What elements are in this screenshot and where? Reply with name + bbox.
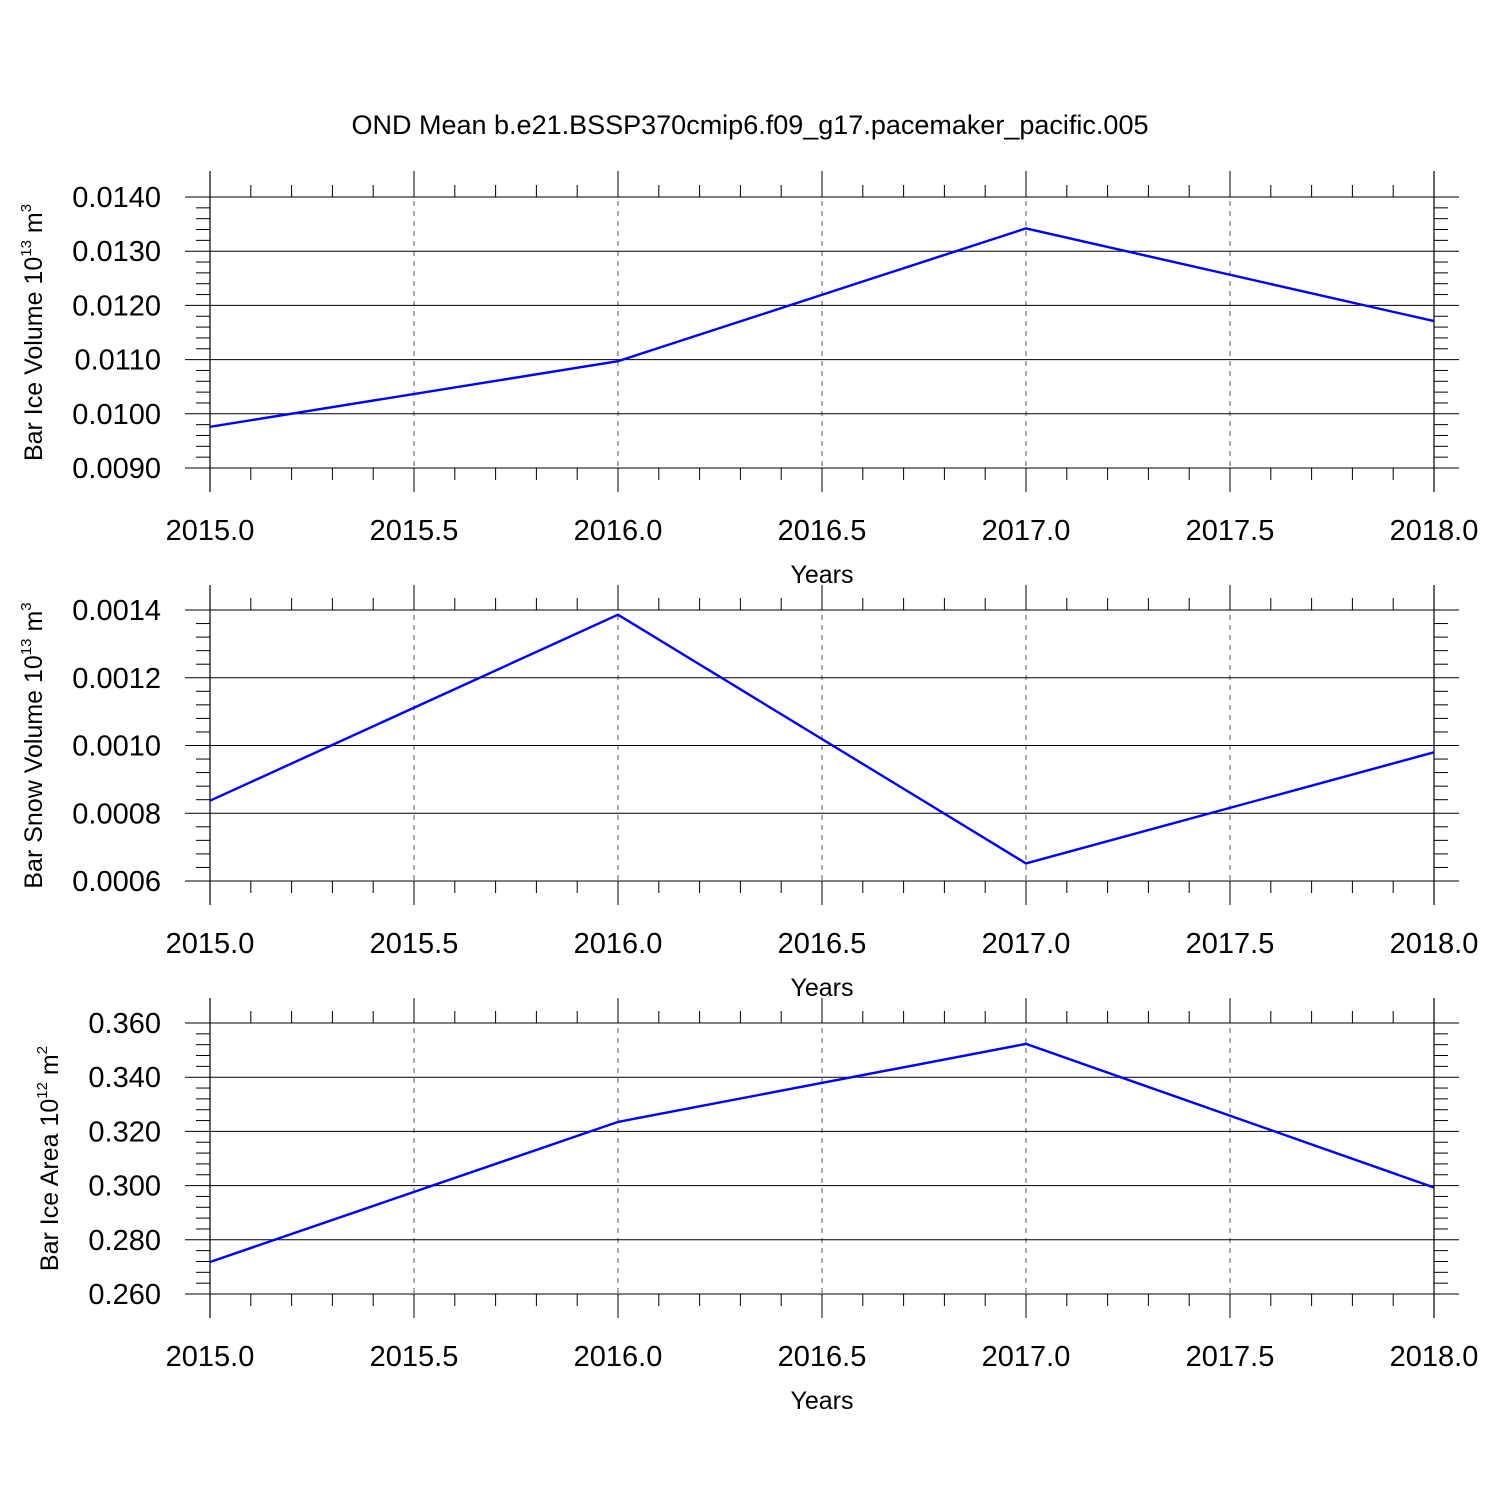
y-tick-label: 0.0120 (72, 290, 161, 322)
y-tick-label: 0.260 (88, 1279, 161, 1311)
y-tick-label: 0.320 (88, 1116, 161, 1148)
x-tick-label: 2018.0 (1390, 928, 1479, 960)
x-tick-label: 2016.0 (574, 515, 663, 547)
y-tick-label: 0.0012 (72, 663, 161, 695)
y-tick-label: 0.0100 (72, 399, 161, 431)
x-tick-label: 2016.5 (778, 928, 867, 960)
x-axis-label: Years (790, 561, 853, 589)
series-line (209, 1042, 1435, 1264)
y-tick-label: 0.340 (88, 1062, 161, 1094)
y-tick-label: 0.360 (88, 1008, 161, 1040)
y-axis-label: Bar Ice Volume 1013 m3 (18, 204, 48, 461)
panel-3: 0.260 0.280 0.300 0.320 0.340 0.360 2015.0 2015… (34, 998, 1478, 1415)
x-tick-label: 2015.0 (166, 515, 255, 547)
x-axis-label: Years (790, 974, 853, 1002)
y-tick-label: 0.0006 (72, 866, 161, 898)
panel-2: 0.0006 0.0008 0.0010 0.0012 0.0014 2015.0 2015… (18, 585, 1478, 1002)
y-tick-label: 0.300 (88, 1171, 161, 1203)
figure-title: OND Mean b.e21.BSSP370cmip6.f09_g17.pace… (352, 110, 1149, 140)
panels: 0.0090 0.0100 0.0110 0.0120 0.0130 0.0140 2015… (18, 171, 1478, 1415)
y-axis-label: Bar Ice Area 1012 m2 (34, 1046, 64, 1271)
x-tick-label: 2018.0 (1390, 515, 1479, 547)
panel-1: 0.0090 0.0100 0.0110 0.0120 0.0130 0.0140 2015… (18, 171, 1478, 589)
y-tick-label: 0.0140 (72, 182, 161, 214)
x-tick-label: 2016.0 (574, 1341, 663, 1373)
x-tick-label: 2016.0 (574, 928, 663, 960)
x-tick-label: 2015.5 (370, 928, 459, 960)
y-tick-label: 0.0110 (74, 345, 161, 377)
y-tick-label: 0.0014 (72, 595, 161, 627)
y-tick-label: 0.0130 (72, 236, 161, 268)
y-tick-label: 0.0090 (72, 453, 161, 485)
series-line (209, 613, 1435, 865)
x-tick-label: 2017.5 (1186, 928, 1275, 960)
x-tick-label: 2017.5 (1186, 1341, 1275, 1373)
y-axis-label: Bar Snow Volume 1013 m3 (18, 602, 48, 888)
x-tick-label: 2015.0 (166, 1341, 255, 1373)
series-line (209, 227, 1435, 428)
x-tick-label: 2016.5 (778, 515, 867, 547)
x-tick-label: 2017.0 (982, 928, 1071, 960)
x-tick-label: 2018.0 (1390, 1341, 1479, 1373)
x-axis-label: Years (790, 1387, 853, 1415)
x-tick-label: 2015.5 (370, 515, 459, 547)
x-tick-label: 2017.5 (1186, 515, 1275, 547)
x-tick-label: 2017.0 (982, 515, 1071, 547)
y-tick-label: 0.280 (88, 1225, 161, 1257)
y-tick-label: 0.0008 (72, 798, 161, 830)
x-tick-label: 2017.0 (982, 1341, 1071, 1373)
x-tick-label: 2015.5 (370, 1341, 459, 1373)
y-tick-label: 0.0010 (72, 731, 161, 763)
x-tick-label: 2016.5 (778, 1341, 867, 1373)
x-tick-label: 2015.0 (166, 928, 255, 960)
